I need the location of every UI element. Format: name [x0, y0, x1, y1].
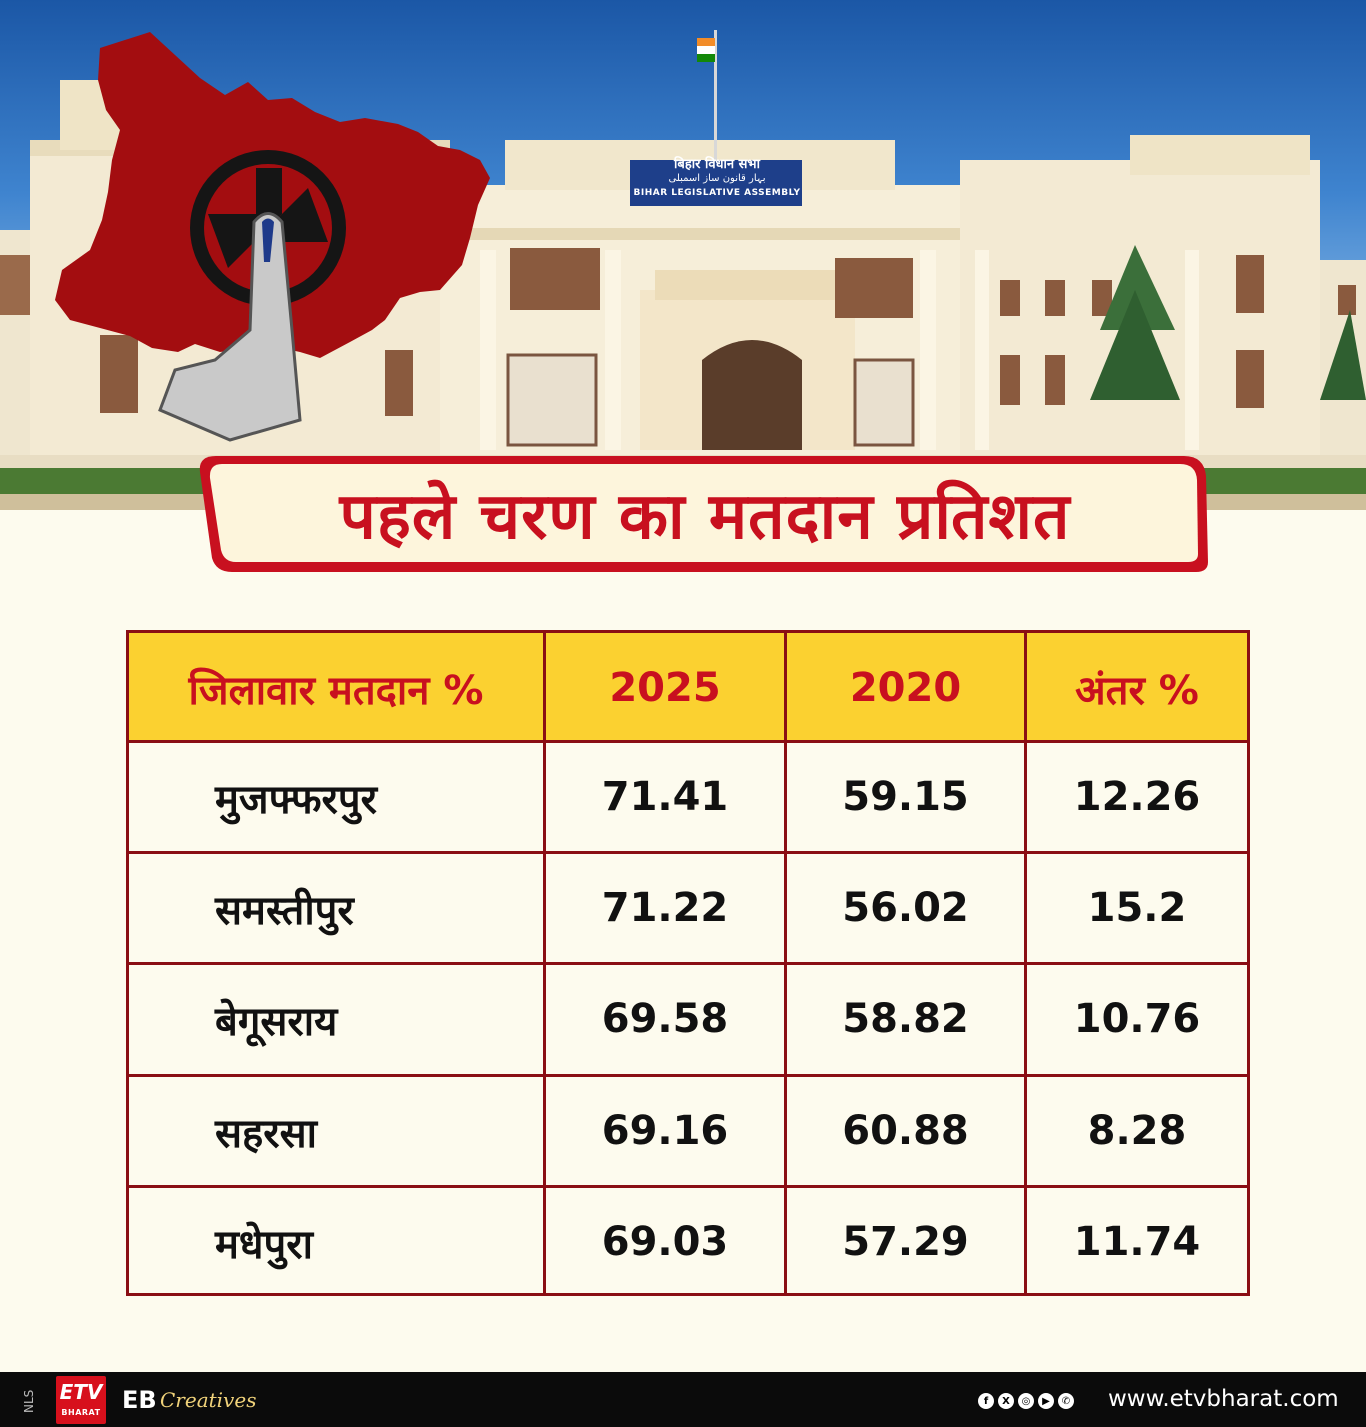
row-divider — [129, 1074, 1247, 1077]
turnout-2020: 60.88 — [842, 1108, 969, 1154]
turnout-difference: 12.26 — [1073, 774, 1201, 820]
creatives-label: Creatives — [160, 1388, 257, 1412]
district-name: सहरसा — [215, 1110, 318, 1157]
header-difference: अंतर % — [1075, 667, 1199, 714]
youtube-icon[interactable]: ▶ — [1038, 1393, 1054, 1409]
turnout-difference: 11.74 — [1073, 1219, 1201, 1265]
turnout-2025: 69.58 — [601, 996, 729, 1042]
nls-label: NLS — [22, 1389, 36, 1413]
district-name: मुजफ्फरपुर — [215, 776, 377, 823]
assembly-sign: बिहार विधान सभा بہار قانون ساز اسمبلی BI… — [632, 158, 802, 206]
etv-bharat-logo[interactable]: ETV BHARAT — [56, 1376, 106, 1424]
instagram-icon[interactable]: ◎ — [1018, 1393, 1034, 1409]
district-name: बेगूसराय — [215, 998, 338, 1045]
row-divider — [129, 1185, 1247, 1188]
turnout-2020: 58.82 — [842, 996, 969, 1042]
turnout-2020: 57.29 — [842, 1219, 969, 1265]
logo-text: ETV — [59, 1380, 103, 1404]
district-name: मधेपुरा — [215, 1221, 313, 1268]
voting-table: जिलावार मतदान % 2025 2020 अंतर % मुजफ्फर… — [126, 630, 1250, 1296]
table-header — [129, 633, 1247, 743]
turnout-difference: 10.76 — [1073, 996, 1201, 1042]
x-icon[interactable]: X — [998, 1393, 1014, 1409]
hero-banner: बिहार विधान सभा بہار قانون ساز اسمبلی BI… — [0, 0, 1366, 510]
title-banner: पहले चरण का मतदान प्रतिशत — [198, 450, 1212, 576]
page-title: पहले चरण का मतदान प्रतिशत — [339, 479, 1071, 554]
district-name: समस्तीपुर — [215, 887, 354, 934]
row-divider — [129, 851, 1247, 854]
logo-subtext: BHARAT — [61, 1408, 101, 1417]
header-2025: 2025 — [609, 665, 721, 711]
turnout-2025: 71.22 — [601, 885, 729, 931]
sign-hindi: बिहार विधान सभा — [674, 157, 760, 172]
footer-bar — [0, 1372, 1366, 1427]
turnout-2020: 56.02 — [842, 885, 969, 931]
turnout-2020: 59.15 — [842, 774, 969, 820]
sign-english: BIHAR LEGISLATIVE ASSEMBLY — [633, 188, 801, 198]
turnout-2025: 69.16 — [601, 1108, 729, 1154]
row-divider — [129, 740, 1247, 743]
eb-label: EB — [122, 1386, 157, 1414]
facebook-icon[interactable]: f — [978, 1393, 994, 1409]
turnout-2025: 69.03 — [601, 1219, 729, 1265]
turnout-difference: 15.2 — [1087, 885, 1187, 931]
inked-finger-icon — [158, 212, 302, 442]
header-2020: 2020 — [849, 665, 962, 711]
whatsapp-icon[interactable]: ✆ — [1058, 1393, 1074, 1409]
row-divider — [129, 962, 1247, 965]
sign-urdu: بہار قانون ساز اسمبلی — [668, 173, 766, 184]
assembly-building-illustration — [0, 30, 1366, 510]
header-district: जिलावार मतदान % — [188, 667, 484, 714]
website-link[interactable]: www.etvbharat.com — [1108, 1386, 1339, 1412]
turnout-2025: 71.41 — [601, 774, 729, 820]
turnout-difference: 8.28 — [1087, 1108, 1187, 1154]
social-icons: f X ◎ ▶ ✆ — [978, 1393, 1074, 1409]
